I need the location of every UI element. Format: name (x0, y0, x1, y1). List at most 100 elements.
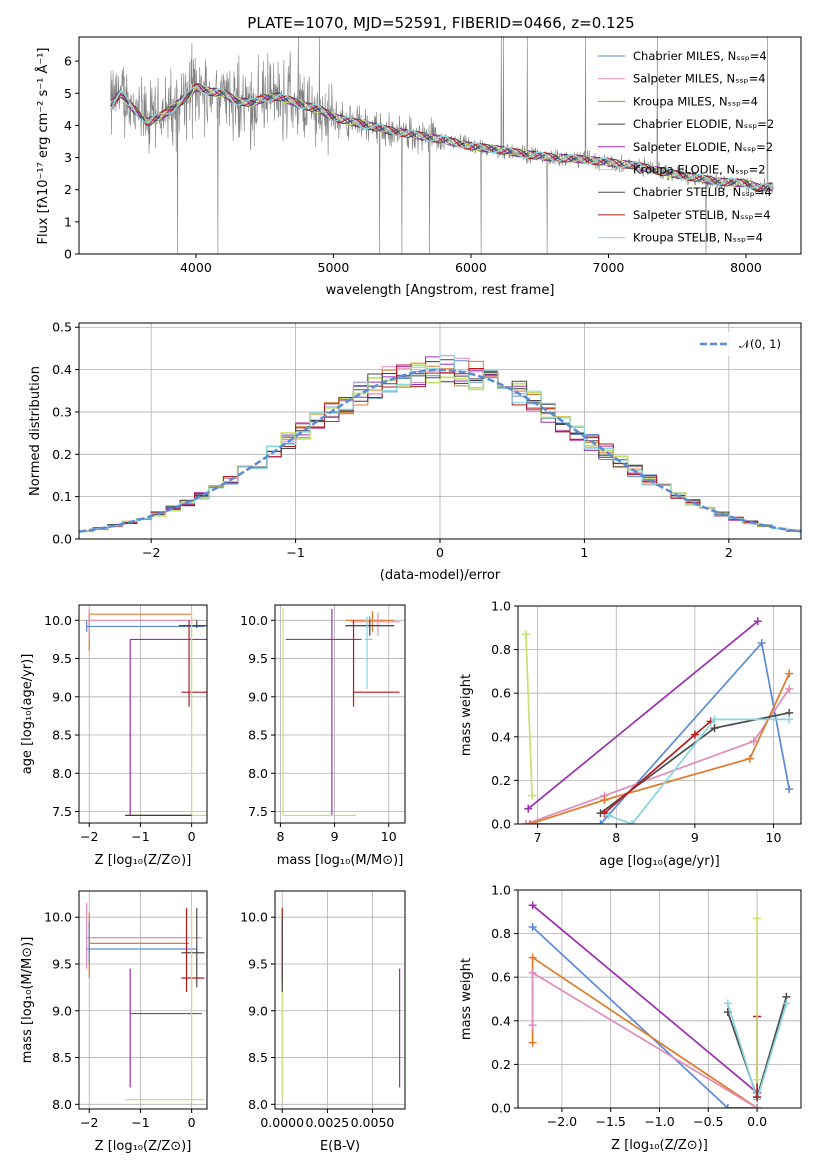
mass-vs-metallicity-marks (86, 903, 205, 1101)
salpeter_miles-weight-marker (521, 820, 530, 824)
y-tick-label: 9.5 (248, 651, 268, 666)
y-tick-label: 0.0 (491, 1101, 511, 1116)
kroupa_stelib-weight-marker (710, 715, 719, 724)
salpeter_elodie-weight-line (532, 904, 758, 1094)
y-tick-label: 10.0 (240, 613, 268, 628)
kroupa_elodie-weight-marker (521, 630, 530, 639)
x-tick-label: 7000 (593, 260, 625, 275)
spectrum-title: PLATE=1070, MJD=52591, FIBERID=0466, z=0… (247, 14, 634, 32)
y-tick-label: 0.2 (491, 773, 511, 788)
chabrier_elodie-legend-label: Chabrier ELODIE, Nₛₛₚ=2 (633, 117, 774, 131)
spectrum-xlabel: wavelength [Angstrom, rest frame] (326, 283, 555, 298)
y-tick-label: 0.0 (491, 817, 511, 832)
residuals-plot-area (79, 354, 801, 533)
y-tick-label: 9.5 (52, 651, 72, 666)
x-tick-label: 5000 (318, 260, 350, 275)
salpeter_stelib-weight-marker (690, 730, 699, 739)
normal-curve-line (79, 368, 801, 533)
chabrier_stelib-legend-label: Chabrier STELIB, Nₛₛₚ=4 (633, 185, 772, 199)
y-tick-label: 9.0 (52, 689, 72, 704)
y-tick-label: 0 (64, 247, 72, 262)
x-tick-label: 0.0 (747, 1114, 767, 1129)
y-tick-label: 1.0 (491, 883, 511, 898)
spectrum-panel: 4000 5000 6000 7000 8000 0 1 2 3 4 5 6 wavelength [… (35, 36, 802, 298)
age-vs-mass-xlabel: mass [log₁₀(M/M⊙)] (277, 853, 404, 868)
salpeter_stelib-histogram (79, 364, 801, 532)
y-tick-label: 7.5 (52, 804, 72, 819)
x-tick-label: 0 (436, 545, 444, 560)
x-tick-label: 9 (691, 830, 699, 845)
normal-curve-legend-label: 𝒩(0, 1) (739, 337, 781, 351)
y-tick-label: 0.4 (52, 362, 72, 377)
age-vs-mass-panel: 8 9 10 7.5 8.0 8.5 9.0 9.5 10.0 mass [log₁₀(M/M⊙)… (240, 604, 406, 868)
x-tick-label: −1 (131, 829, 149, 844)
y-tick-label: 4 (64, 118, 72, 133)
y-tick-label: 0.8 (491, 642, 511, 657)
kroupa_elodie-weight-line (525, 634, 533, 796)
y-tick-label: 8.0 (248, 766, 268, 781)
y-tick-label: 0.6 (491, 686, 511, 701)
x-tick-label: 0 (188, 829, 196, 844)
chabrier_stelib-weight-marker (710, 724, 719, 733)
salpeter_miles-weight-marker (749, 737, 758, 746)
mass-weight-vs-age-axes-frame (517, 605, 802, 825)
x-tick-label: −1 (131, 1115, 149, 1130)
mass-vs-metallicity-ylabel: mass [log₁₀(M/M⊙)] (20, 937, 35, 1064)
y-tick-label: 8.5 (248, 1050, 268, 1065)
mass-vs-reddening-panel: 0.0000 0.0025 0.0050 8.0 8.5 9.0 9.5 10.0 E(B-V) (240, 890, 406, 1154)
y-tick-label: 9.5 (248, 956, 268, 971)
y-tick-label: 5 (64, 86, 72, 101)
kroupa_stelib-model-line (109, 86, 773, 190)
y-tick-label: 1.0 (491, 599, 511, 614)
salpeter_miles-weight-marker (528, 968, 537, 977)
x-tick-label: 8 (612, 830, 620, 845)
salpeter_stelib-model-line (110, 83, 773, 191)
salpeter_elodie-weight-marker (524, 804, 533, 813)
kroupa_stelib-legend-label: Kroupa STELIB, Nₛₛₚ=4 (633, 231, 763, 245)
mass-weight-vs-age-marks (521, 617, 794, 824)
chabrier_miles-weight-marker (528, 923, 537, 932)
salpeter_miles-weight-marker (528, 1021, 537, 1030)
kroupa_miles-weight-marker (528, 1038, 537, 1047)
salpeter_miles-weight-marker (753, 1104, 762, 1108)
age-vs-metallicity-axes-frame (78, 604, 208, 824)
y-tick-label: 8.5 (248, 728, 268, 743)
x-tick-label: 0.0050 (351, 1115, 395, 1130)
y-tick-label: 1 (64, 214, 72, 229)
y-tick-label: 8.5 (52, 728, 72, 743)
y-tick-label: 8.0 (248, 1097, 268, 1112)
x-tick-label: 6000 (455, 260, 487, 275)
y-tick-label: 10.0 (44, 613, 72, 628)
x-tick-label: 4000 (180, 260, 212, 275)
kroupa_miles-weight-marker (528, 953, 537, 962)
y-tick-label: 9.0 (52, 1003, 72, 1018)
y-tick-label: 3 (64, 150, 72, 165)
y-tick-label: 9.0 (248, 1003, 268, 1018)
age-vs-mass-axes-frame (274, 604, 406, 824)
kroupa_miles-weight-marker (600, 796, 609, 805)
y-tick-label: 0.8 (491, 926, 511, 941)
salpeter_miles-weight-marker (785, 684, 794, 693)
y-tick-label: 0.2 (52, 447, 72, 462)
age-vs-metallicity-ylabel: age [log₁₀(age/yr)] (20, 654, 35, 775)
chabrier_miles-legend-label: Chabrier MILES, Nₛₛₚ=4 (633, 49, 767, 63)
x-tick-label: 8 (276, 829, 284, 844)
chabrier_miles-weight-marker (757, 639, 766, 648)
y-tick-label: 0.4 (491, 1013, 511, 1028)
age-vs-metallicity-marks (86, 608, 207, 816)
x-tick-label: 10 (766, 830, 782, 845)
y-tick-label: 0.0 (52, 532, 72, 547)
mass-vs-reddening-axes-frame (274, 890, 406, 1110)
mass-vs-reddening-marks (281, 907, 401, 1100)
y-tick-label: 0.4 (491, 729, 511, 744)
spectrum-legend: Chabrier MILES, Nₛₛₚ=4 Salpeter MILES, Nₛ… (598, 49, 774, 245)
spectrum-axes-frame (78, 36, 802, 255)
y-tick-label: 0.1 (52, 489, 72, 504)
spectrum-ylabel: Flux [fλ10⁻¹⁷ erg cm⁻² s⁻¹ Å⁻¹] (35, 48, 51, 245)
x-tick-label: −2.0 (547, 1114, 577, 1129)
y-tick-label: 8.0 (52, 766, 72, 781)
y-tick-label: 7.5 (248, 804, 268, 819)
y-tick-label: 10.0 (240, 910, 268, 925)
x-tick-label: 8000 (730, 260, 762, 275)
